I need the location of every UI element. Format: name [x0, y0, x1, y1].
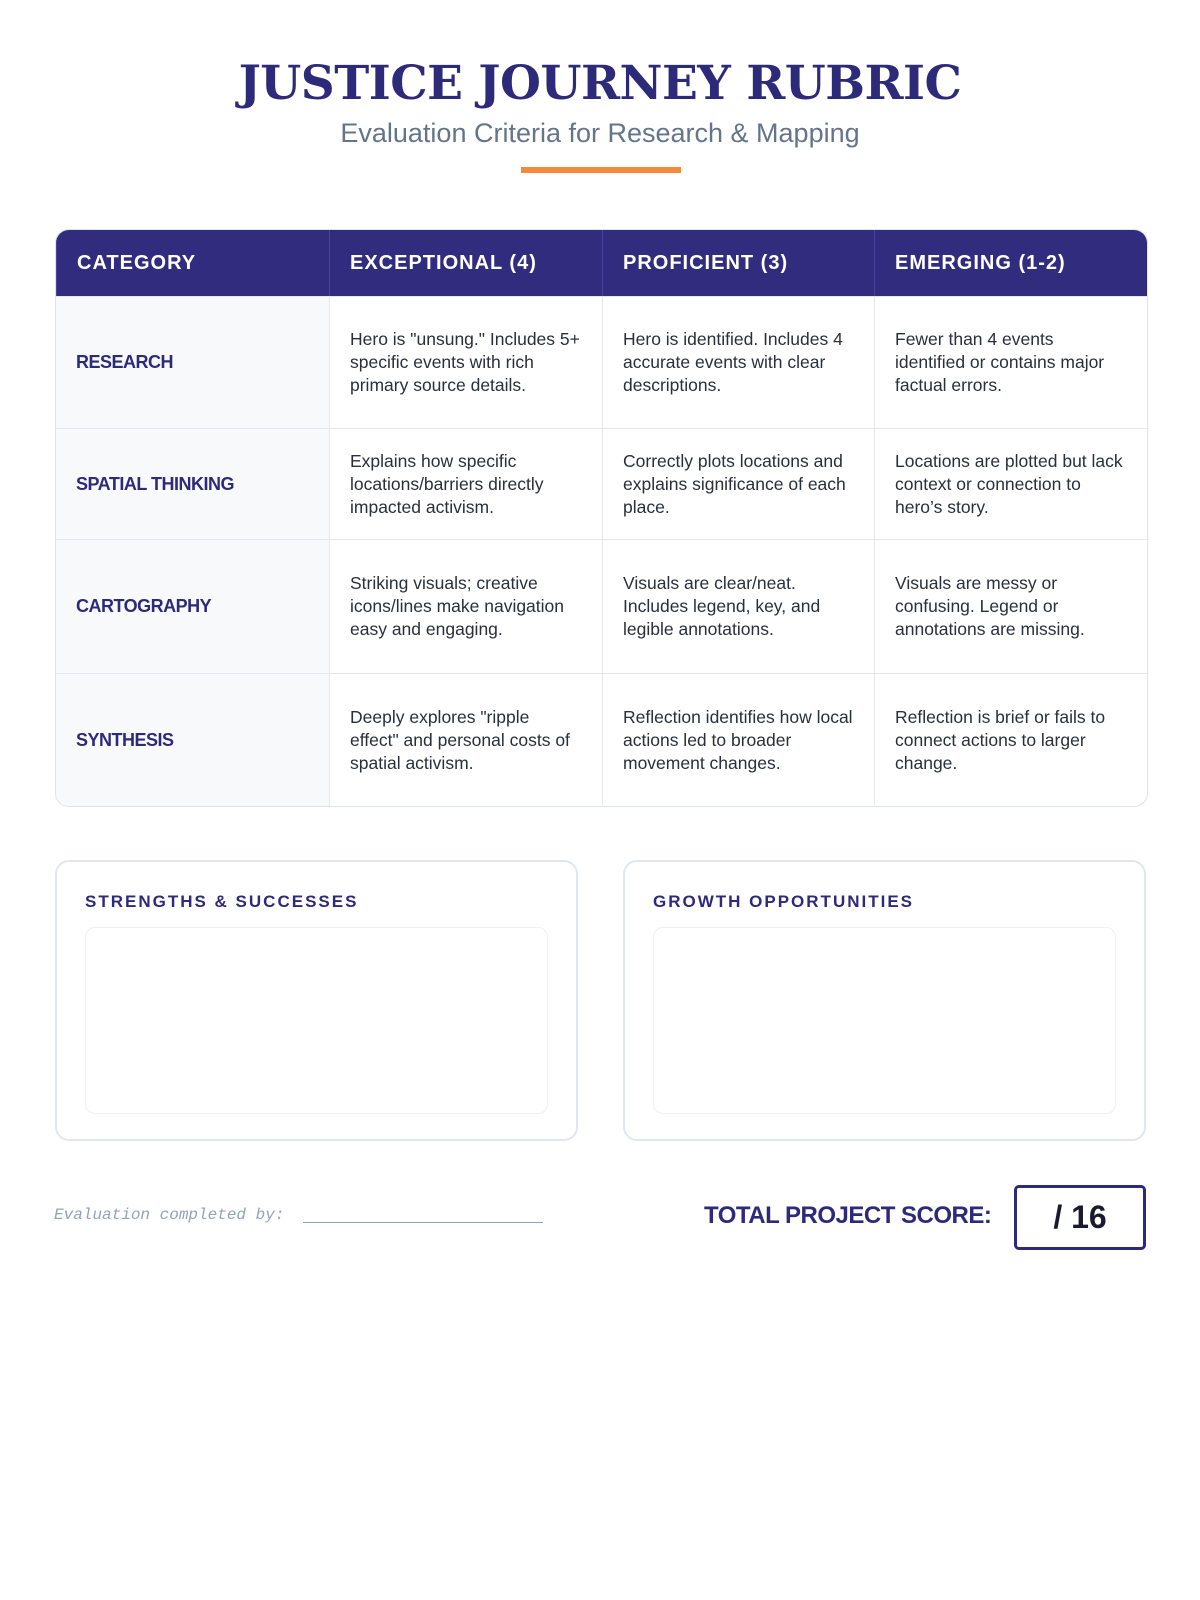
evaluator-signature-line[interactable]: [303, 1222, 543, 1223]
emerging-cell: Visuals are messy or confusing. Legend o…: [874, 540, 1147, 673]
column-header-emerging: EMERGING (1-2): [874, 230, 1147, 296]
growth-input-area[interactable]: [653, 927, 1116, 1114]
emerging-cell: Fewer than 4 events identified or contai…: [874, 297, 1147, 428]
table-row: RESEARCH Hero is "unsung." Includes 5+ s…: [56, 296, 1147, 428]
exceptional-cell: Hero is "unsung." Includes 5+ specific e…: [329, 297, 602, 428]
column-header-category: CATEGORY: [56, 230, 329, 296]
accent-divider: [521, 167, 681, 173]
evaluator-label: Evaluation completed by:: [54, 1206, 285, 1224]
category-cell: SYNTHESIS: [56, 674, 329, 806]
total-score-label: TOTAL PROJECT SCORE:: [704, 1202, 992, 1229]
category-cell: CARTOGRAPHY: [56, 540, 329, 673]
exceptional-cell: Deeply explores "ripple effect" and pers…: [329, 674, 602, 806]
growth-panel: GROWTH OPPORTUNITIES: [623, 860, 1146, 1141]
table-row: CARTOGRAPHY Striking visuals; creative i…: [56, 539, 1147, 673]
proficient-cell: Correctly plots locations and explains s…: [602, 429, 874, 539]
category-cell: RESEARCH: [56, 297, 329, 428]
emerging-cell: Reflection is brief or fails to connect …: [874, 674, 1147, 806]
rubric-table: CATEGORY EXCEPTIONAL (4) PROFICIENT (3) …: [55, 229, 1148, 807]
proficient-cell: Visuals are clear/neat. Includes legend,…: [602, 540, 874, 673]
page-subtitle: Evaluation Criteria for Research & Mappi…: [340, 118, 860, 148]
proficient-cell: Hero is identified. Includes 4 accurate …: [602, 297, 874, 428]
strengths-input-area[interactable]: [85, 927, 548, 1114]
category-cell: SPATIAL THINKING: [56, 429, 329, 539]
strengths-heading: STRENGTHS & SUCCESSES: [85, 892, 359, 911]
column-header-proficient: PROFICIENT (3): [602, 230, 874, 296]
exceptional-cell: Striking visuals; creative icons/lines m…: [329, 540, 602, 673]
strengths-panel: STRENGTHS & SUCCESSES: [55, 860, 578, 1141]
growth-heading: GROWTH OPPORTUNITIES: [653, 892, 914, 911]
table-row: SPATIAL THINKING Explains how specific l…: [56, 428, 1147, 539]
column-header-exceptional: EXCEPTIONAL (4): [329, 230, 602, 296]
total-score-value: / 16: [1053, 1199, 1107, 1235]
page-title: JUSTICE JOURNEY RUBRIC: [238, 56, 962, 111]
table-header-row: CATEGORY EXCEPTIONAL (4) PROFICIENT (3) …: [56, 230, 1147, 296]
table-row: SYNTHESIS Deeply explores "ripple effect…: [56, 673, 1147, 806]
emerging-cell: Locations are plotted but lack context o…: [874, 429, 1147, 539]
exceptional-cell: Explains how specific locations/barriers…: [329, 429, 602, 539]
total-score-box[interactable]: / 16: [1014, 1185, 1146, 1250]
proficient-cell: Reflection identifies how local actions …: [602, 674, 874, 806]
